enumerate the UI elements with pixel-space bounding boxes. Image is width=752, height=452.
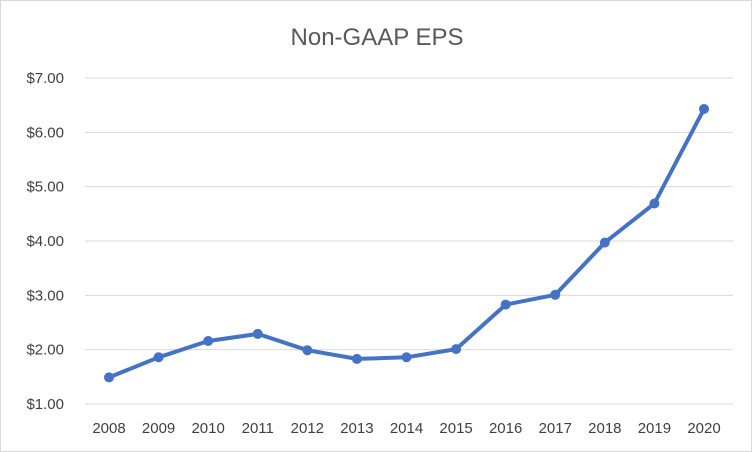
data-point xyxy=(599,237,610,248)
gridlines xyxy=(85,77,733,405)
y-tick-label: $4.00 xyxy=(26,233,64,250)
data-point xyxy=(252,328,263,339)
y-tick-label: $1.00 xyxy=(26,396,64,413)
series-line xyxy=(107,107,706,380)
data-point xyxy=(451,344,462,355)
data-point xyxy=(401,352,412,363)
x-tick-label: 2019 xyxy=(638,420,671,437)
y-tick-label: $6.00 xyxy=(26,124,64,141)
x-tick-label: 2020 xyxy=(687,420,720,437)
x-tick-label: 2015 xyxy=(439,420,472,437)
y-axis-tick-labels: $1.00 $2.00 $3.00 $4.00 $5.00 $6.00 $7.00 xyxy=(26,70,64,413)
data-point xyxy=(649,198,660,209)
data-point xyxy=(153,352,164,363)
series xyxy=(104,103,709,383)
data-point xyxy=(500,299,511,310)
y-tick-label: $2.00 xyxy=(26,342,64,359)
data-point xyxy=(699,103,709,114)
chart-title: Non-GAAP EPS xyxy=(291,24,464,51)
y-tick-label: $7.00 xyxy=(26,70,64,87)
data-point xyxy=(351,353,362,364)
x-tick-label: 2016 xyxy=(489,420,522,437)
x-tick-label: 2011 xyxy=(242,420,274,437)
x-tick-label: 2017 xyxy=(539,420,572,437)
x-tick-label: 2009 xyxy=(142,420,175,437)
data-point xyxy=(104,372,114,383)
x-tick-label: 2014 xyxy=(390,420,423,437)
x-tick-label: 2010 xyxy=(191,420,224,437)
x-tick-label: 2008 xyxy=(92,420,125,437)
data-point xyxy=(550,289,561,300)
x-tick-label: 2018 xyxy=(588,420,621,437)
x-tick-label: 2012 xyxy=(291,420,324,437)
data-point xyxy=(203,335,214,346)
y-tick-label: $3.00 xyxy=(26,287,64,304)
x-tick-label: 2013 xyxy=(340,420,373,437)
x-axis-tick-labels: 2008 2009 2010 2011 2012 2013 2014 2015 2016 2017… xyxy=(92,420,720,437)
data-point xyxy=(302,345,313,356)
y-tick-label: $5.00 xyxy=(26,179,64,196)
